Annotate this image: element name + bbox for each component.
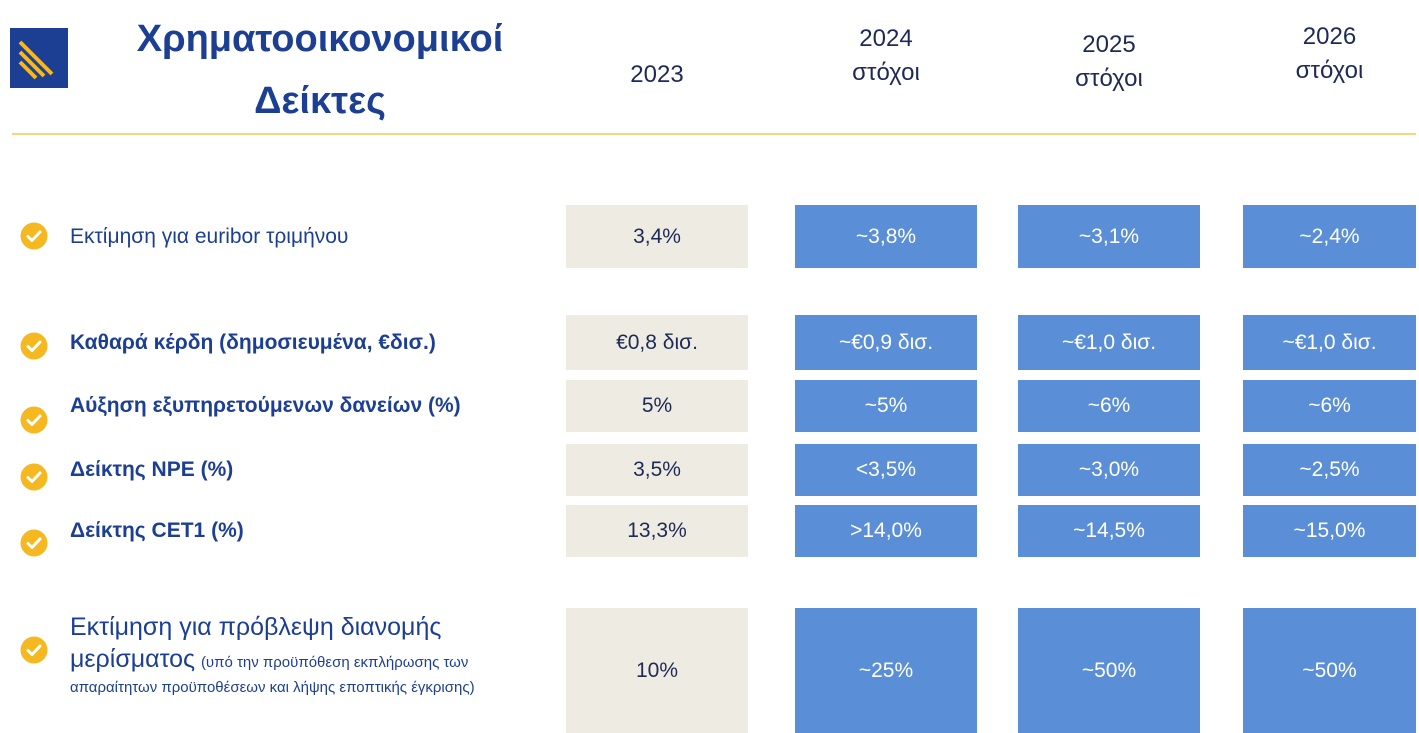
value-cell: ~2,5% [1243, 444, 1416, 496]
label-text: Εκτίμηση για πρόβλεψη διανομής μερίσματο… [70, 611, 550, 698]
value-cell: ~15,0% [1243, 505, 1416, 557]
value-cell: <3,5% [795, 444, 977, 496]
row-label: Εκτίμηση για πρόβλεψη διανομής μερίσματο… [70, 611, 550, 698]
column-note: στόχοι [1075, 65, 1143, 92]
column-year: 2023 [630, 61, 684, 88]
value-cell: ~25% [795, 608, 977, 733]
column-year: 2024 [859, 25, 913, 52]
value-cell: ~€0,9 δισ. [795, 315, 977, 370]
column-note: στόχοι [1295, 57, 1364, 84]
value-cell: ~50% [1018, 608, 1200, 733]
value-cell: ~€1,0 δισ. [1018, 315, 1200, 370]
value-cell: ~2,4% [1243, 205, 1416, 268]
row-label: Δείκτης CET1 (%) [70, 519, 244, 542]
check-icon [20, 636, 48, 664]
value-cell: >14,0% [795, 505, 977, 557]
value-cell: 5% [566, 380, 748, 432]
value-cell: ~3,1% [1018, 205, 1200, 268]
logo [10, 28, 68, 88]
value-cell: ~6% [1018, 380, 1200, 432]
value-cell: ~14,5% [1018, 505, 1200, 557]
column-header: 2024 στόχοι [786, 22, 986, 90]
value-cell: ~6% [1243, 380, 1416, 432]
column-note: στόχοι [852, 59, 920, 86]
check-icon [20, 529, 48, 557]
value-cell: ~3,0% [1018, 444, 1200, 496]
column-header: 2023 [557, 58, 757, 92]
check-icon [20, 332, 48, 360]
divider [12, 133, 1416, 135]
column-year: 2026 [1302, 23, 1357, 50]
column-header: 2025 στόχοι [1009, 28, 1209, 96]
value-cell: ~5% [795, 380, 977, 432]
check-icon [20, 222, 48, 250]
column-year: 2025 [1082, 31, 1136, 58]
value-cell: 3,4% [566, 205, 748, 268]
column-header: 2026 στόχοι [1230, 20, 1419, 88]
label-main: Εκτίμηση για πρόβλεψη διανομής μερίσματο… [70, 613, 442, 673]
check-icon [20, 463, 48, 491]
title: Χρηματοοικονομικοί Δείκτες [136, 18, 504, 122]
row-label: Εκτίμηση για euribor τριμήνου [70, 224, 349, 248]
value-cell: 10% [566, 608, 748, 733]
value-cell: 3,5% [566, 444, 748, 496]
label-note: (υπό την προϋπόθεση εκπλήρωσης των απαρα… [70, 654, 475, 696]
value-cell: ~€1,0 δισ. [1243, 315, 1416, 370]
row-label: Αύξηση εξυπηρετούμενων δανείων (%) [70, 394, 461, 417]
value-cell: 13,3% [566, 505, 748, 557]
row-label: Δείκτης NPE (%) [70, 458, 234, 481]
row-label: Καθαρά κέρδη (δημοσιευμένα, €δισ.) [70, 330, 436, 354]
value-cell: ~3,8% [795, 205, 977, 268]
value-cell: €0,8 δισ. [566, 315, 748, 370]
check-icon [20, 406, 48, 434]
value-cell: ~50% [1243, 608, 1416, 733]
